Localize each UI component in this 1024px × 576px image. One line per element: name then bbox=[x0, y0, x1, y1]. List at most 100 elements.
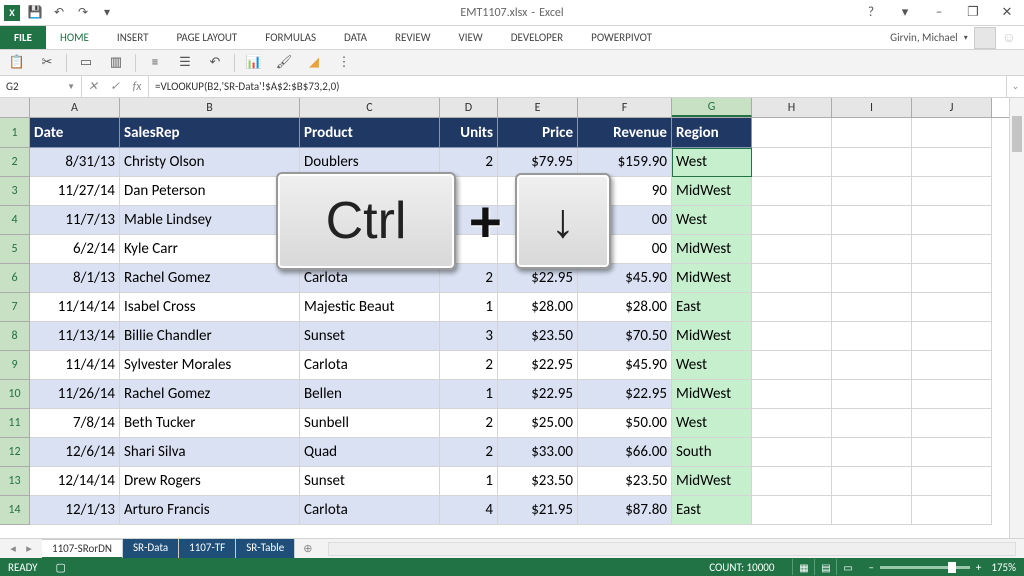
cell[interactable] bbox=[832, 148, 912, 177]
cell[interactable]: Mable Lindsey bbox=[120, 206, 300, 235]
chart-icon[interactable]: 📊 bbox=[243, 53, 265, 73]
cell[interactable]: Sunset bbox=[300, 467, 440, 496]
zoom-in-icon[interactable]: + bbox=[976, 561, 981, 574]
account-name[interactable]: Girvin, Michael bbox=[890, 31, 958, 44]
cell[interactable]: Quad bbox=[300, 438, 440, 467]
cell[interactable] bbox=[912, 293, 992, 322]
cell[interactable] bbox=[752, 438, 832, 467]
cell[interactable] bbox=[752, 380, 832, 409]
qat-undo-icon[interactable]: ↶ bbox=[50, 4, 68, 22]
sheet-tab[interactable]: 1107-TF bbox=[179, 539, 236, 559]
col-header-I[interactable]: I bbox=[832, 98, 912, 117]
zoom-out-icon[interactable]: – bbox=[868, 561, 873, 574]
cell[interactable]: Billie Chandler bbox=[120, 322, 300, 351]
undo-icon[interactable]: ↶ bbox=[204, 53, 226, 73]
cell[interactable] bbox=[752, 264, 832, 293]
col-header-H[interactable]: H bbox=[752, 98, 832, 117]
align-left-icon[interactable]: ≡ bbox=[144, 53, 166, 73]
name-box[interactable]: G2 ▼ bbox=[0, 76, 82, 97]
cell[interactable]: Beth Tucker bbox=[120, 409, 300, 438]
cell[interactable]: SalesRep bbox=[120, 118, 300, 148]
cell[interactable]: Bellen bbox=[300, 380, 440, 409]
cell[interactable]: $23.50 bbox=[578, 467, 672, 496]
cell[interactable] bbox=[752, 351, 832, 380]
row-header[interactable]: 2 bbox=[0, 148, 30, 177]
cell[interactable] bbox=[752, 496, 832, 525]
qat-customize-icon[interactable]: ▾ bbox=[98, 4, 116, 22]
cell[interactable] bbox=[832, 118, 912, 148]
minimize-icon[interactable]: – bbox=[926, 3, 952, 23]
cell[interactable] bbox=[912, 264, 992, 293]
view-page-layout-icon[interactable]: ▤ bbox=[814, 559, 836, 575]
row-header[interactable]: 11 bbox=[0, 409, 30, 438]
cell[interactable]: West bbox=[672, 351, 752, 380]
cell[interactable] bbox=[752, 235, 832, 264]
cell[interactable] bbox=[832, 177, 912, 206]
tab-home[interactable]: HOME bbox=[46, 26, 103, 49]
cell[interactable] bbox=[912, 148, 992, 177]
tab-data[interactable]: DATA bbox=[330, 26, 381, 49]
cell[interactable]: MidWest bbox=[672, 467, 752, 496]
tab-view[interactable]: VIEW bbox=[445, 26, 497, 49]
cell[interactable]: 1 bbox=[440, 467, 498, 496]
col-header-J[interactable]: J bbox=[912, 98, 992, 117]
col-header-F[interactable]: F bbox=[578, 98, 672, 117]
cell[interactable]: Region bbox=[672, 118, 752, 148]
formula-input[interactable]: =VLOOKUP(B2,'SR-Data'!$A$2:$B$73,2,0) bbox=[149, 76, 1006, 97]
view-page-break-icon[interactable]: ▭ bbox=[836, 559, 858, 575]
cell[interactable]: $28.00 bbox=[498, 293, 578, 322]
cell[interactable]: West bbox=[672, 409, 752, 438]
cell[interactable] bbox=[832, 496, 912, 525]
col-header-D[interactable]: D bbox=[440, 98, 498, 117]
cell[interactable]: $25.00 bbox=[498, 409, 578, 438]
row-header[interactable]: 6 bbox=[0, 264, 30, 293]
row-header[interactable]: 7 bbox=[0, 293, 30, 322]
sheet-tab[interactable]: SR-Table bbox=[236, 539, 295, 559]
cell[interactable] bbox=[832, 322, 912, 351]
paint-icon[interactable]: 🖌 bbox=[273, 53, 295, 73]
cell[interactable]: Sylvester Morales bbox=[120, 351, 300, 380]
horizontal-scrollbar[interactable] bbox=[328, 542, 1016, 556]
row-header[interactable]: 3 bbox=[0, 177, 30, 206]
tab-page-layout[interactable]: PAGE LAYOUT bbox=[162, 26, 251, 49]
cell[interactable] bbox=[832, 409, 912, 438]
row-header[interactable]: 14 bbox=[0, 496, 30, 525]
spreadsheet-grid[interactable]: ABCDEFGHIJ 1DateSalesRepProductUnitsPric… bbox=[0, 98, 1024, 562]
row-header[interactable]: 1 bbox=[0, 118, 30, 148]
tab-review[interactable]: REVIEW bbox=[381, 26, 445, 49]
cell[interactable] bbox=[832, 264, 912, 293]
cell[interactable]: Shari Silva bbox=[120, 438, 300, 467]
cell[interactable] bbox=[752, 206, 832, 235]
cell[interactable]: $66.00 bbox=[578, 438, 672, 467]
cell[interactable]: 6/2/14 bbox=[30, 235, 120, 264]
cell[interactable]: South bbox=[672, 438, 752, 467]
cell[interactable]: West bbox=[672, 206, 752, 235]
tab-developer[interactable]: DEVELOPER bbox=[497, 26, 577, 49]
cell[interactable]: MidWest bbox=[672, 322, 752, 351]
cell[interactable]: Dan Peterson bbox=[120, 177, 300, 206]
cancel-formula-icon[interactable]: ✕ bbox=[82, 79, 104, 94]
cell[interactable] bbox=[912, 118, 992, 148]
cell[interactable]: 12/6/14 bbox=[30, 438, 120, 467]
new-icon[interactable]: ▭ bbox=[75, 53, 97, 73]
smiley-feedback-icon[interactable]: ☺ bbox=[1002, 29, 1016, 46]
qat-redo-icon[interactable]: ↷ bbox=[74, 4, 92, 22]
cell[interactable] bbox=[912, 380, 992, 409]
ribbon-opts-icon[interactable]: ▾ bbox=[892, 3, 918, 23]
cell[interactable] bbox=[752, 148, 832, 177]
cell[interactable]: 2 bbox=[440, 438, 498, 467]
cell[interactable]: MidWest bbox=[672, 380, 752, 409]
cell[interactable]: Price bbox=[498, 118, 578, 148]
cell[interactable] bbox=[912, 496, 992, 525]
cell[interactable] bbox=[752, 118, 832, 148]
cell[interactable]: 8/1/13 bbox=[30, 264, 120, 293]
cell[interactable] bbox=[832, 206, 912, 235]
cell[interactable]: Sunbell bbox=[300, 409, 440, 438]
cell[interactable]: Carlota bbox=[300, 351, 440, 380]
cell[interactable]: $50.00 bbox=[578, 409, 672, 438]
cell[interactable]: 3 bbox=[440, 322, 498, 351]
fx-icon[interactable]: fx bbox=[126, 80, 148, 94]
cell[interactable] bbox=[832, 467, 912, 496]
cell[interactable]: $23.50 bbox=[498, 322, 578, 351]
cell[interactable]: Christy Olson bbox=[120, 148, 300, 177]
